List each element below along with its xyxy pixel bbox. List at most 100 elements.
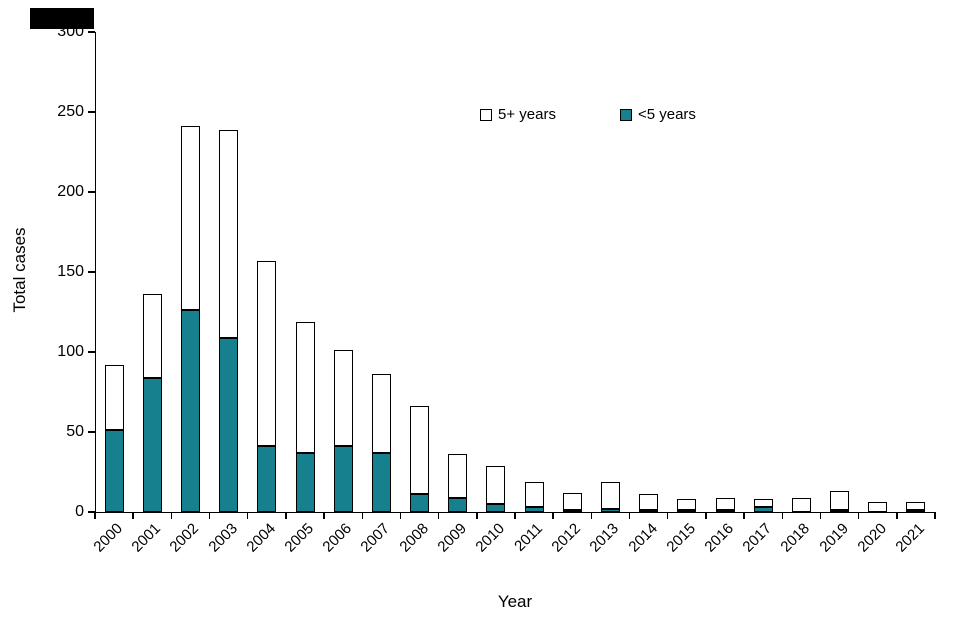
bar-2003 (219, 129, 239, 512)
bar-segment-over5-2006 (333, 350, 353, 447)
bar-segment-over5-2019 (830, 491, 850, 510)
x-axis-tick (934, 513, 936, 519)
bar-segment-under5-2014 (639, 509, 659, 512)
y-axis-tick (88, 431, 95, 433)
bar-2016 (715, 497, 735, 512)
bar-2011 (524, 481, 544, 512)
bar-2009 (448, 454, 468, 512)
bar-segment-over5-2007 (371, 374, 391, 453)
y-axis-tick-label: 100 (57, 343, 84, 360)
bar-segment-under5-2006 (333, 446, 353, 512)
y-axis-tick-label: 0 (75, 503, 84, 520)
bar-segment-over5-2013 (600, 481, 620, 509)
x-axis-tick (132, 513, 134, 519)
corner-artifact-block (30, 8, 94, 29)
x-axis-tick (285, 513, 287, 519)
y-axis-tick-label: 300 (57, 23, 84, 40)
x-axis-tick (476, 513, 478, 519)
legend: 5+ years <5 years (480, 106, 696, 123)
x-axis-tick (552, 513, 554, 519)
bar-segment-over5-2008 (410, 406, 430, 495)
bar-2008 (410, 406, 430, 512)
bar-segment-under5-2001 (142, 377, 162, 512)
bar-segment-under5-2000 (104, 430, 124, 512)
plot-area (95, 32, 936, 513)
x-axis-tick (399, 513, 402, 519)
bar-segment-over5-2020 (868, 502, 888, 512)
x-axis-tick (590, 513, 593, 519)
legend-swatch-under5-years (619, 108, 632, 121)
bar-segment-over5-2011 (524, 481, 544, 508)
legend-item-over5: 5+ years (480, 106, 556, 123)
x-axis-tick (896, 513, 898, 519)
bar-segment-over5-2000 (104, 364, 124, 431)
bar-segment-under5-2007 (371, 452, 391, 512)
bar-2007 (371, 374, 391, 512)
x-axis-tick (781, 513, 784, 519)
y-axis-title: Total cases (10, 227, 29, 313)
legend-swatch-over5-years (480, 108, 492, 121)
x-axis-tick (437, 513, 440, 519)
bar-2000 (104, 364, 124, 512)
bar-2021 (906, 502, 926, 512)
bar-segment-over5-2017 (753, 499, 773, 508)
legend-label-over5: 5+ years (498, 106, 556, 123)
x-axis-tick (666, 513, 669, 519)
bar-segment-under5-2012 (562, 509, 582, 512)
x-axis-title: Year (497, 592, 533, 611)
bar-segment-under5-2013 (600, 508, 620, 512)
bar-segment-under5-2015 (677, 509, 697, 512)
bar-2001 (142, 294, 162, 512)
bar-2002 (180, 126, 200, 512)
bar-segment-over5-2016 (715, 497, 735, 510)
bar-segment-over5-2002 (180, 126, 200, 311)
bar-segment-over5-2004 (257, 260, 277, 447)
bar-2018 (791, 497, 811, 512)
bar-segment-over5-2005 (295, 321, 315, 453)
bar-2015 (677, 499, 697, 512)
x-axis-tick (743, 513, 745, 519)
bar-2004 (257, 260, 277, 512)
bar-segment-over5-2001 (142, 294, 162, 378)
bar-2005 (295, 321, 315, 512)
x-axis-tick (323, 513, 325, 519)
legend-label-under5: <5 years (637, 106, 696, 123)
x-axis-tick (819, 513, 822, 519)
legend-item-under5: <5 years (619, 106, 696, 123)
bar-2012 (562, 492, 582, 512)
bar-segment-under5-2002 (180, 310, 200, 512)
bar-segment-over5-2010 (486, 465, 506, 504)
bar-segment-under5-2005 (295, 452, 315, 512)
y-axis-tick-label: 150 (57, 263, 84, 280)
bar-segment-over5-2009 (448, 454, 468, 498)
y-axis-tick (88, 111, 95, 113)
y-axis-tick (88, 271, 95, 273)
bar-2006 (333, 350, 353, 512)
x-axis-tick (94, 513, 96, 519)
bar-2019 (830, 491, 850, 512)
bar-segment-under5-2016 (715, 509, 735, 512)
x-axis-tick (705, 513, 707, 519)
bar-segment-over5-2015 (677, 499, 697, 510)
bar-segment-under5-2010 (486, 503, 506, 512)
bar-segment-over5-2003 (219, 129, 239, 338)
y-axis-tick-label: 250 (57, 103, 84, 120)
bar-segment-over5-2021 (906, 502, 926, 510)
bar-segment-under5-2008 (410, 494, 430, 512)
y-axis-tick-label: 200 (57, 183, 84, 200)
y-axis-tick (88, 31, 95, 33)
bar-2017 (753, 499, 773, 512)
bar-segment-under5-2004 (257, 446, 277, 512)
y-axis-tick (88, 191, 95, 193)
bar-segment-under5-2017 (753, 507, 773, 512)
bar-segment-over5-2014 (639, 494, 659, 510)
y-axis-tick (88, 351, 95, 353)
x-axis-tick (514, 513, 516, 519)
bar-segment-over5-2018 (791, 497, 811, 512)
y-axis-tick (88, 511, 95, 513)
bar-2013 (600, 481, 620, 512)
x-axis-tick (361, 513, 364, 519)
bar-segment-under5-2003 (219, 337, 239, 512)
bar-2010 (486, 465, 506, 512)
